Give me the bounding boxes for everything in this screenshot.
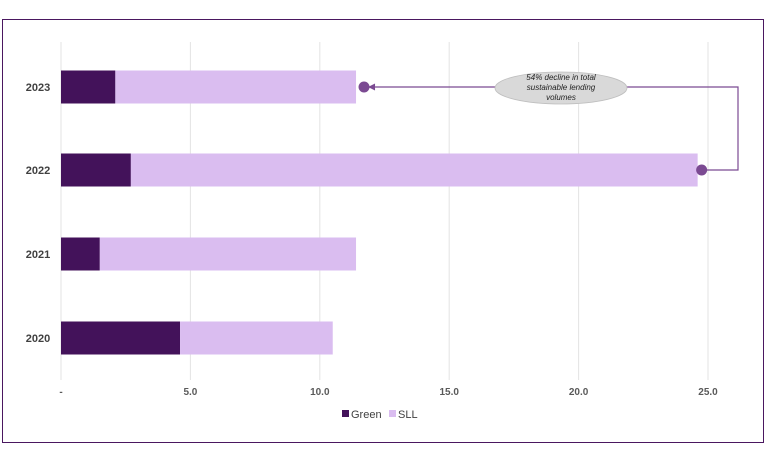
x-axis-ticks: - 5.0 10.0 15.0 20.0 25.0 (59, 387, 718, 398)
bar-sll-2020 (180, 321, 333, 355)
bar-sll-2023 (115, 70, 357, 104)
bar-sll-2022 (130, 153, 698, 187)
bars (61, 70, 698, 355)
legend-swatch-sll (389, 410, 396, 417)
annotation-text: sustainable lending (527, 83, 596, 92)
annotation-marker-start (696, 164, 708, 176)
annotation-text: volumes (546, 93, 576, 102)
x-tick-label: 10.0 (310, 387, 330, 398)
legend-label-green: Green (351, 409, 382, 421)
annotation-text: 54% decline in total (526, 73, 596, 82)
category-label: 2023 (26, 82, 50, 94)
x-tick-label: 20.0 (569, 387, 589, 398)
category-label: 2021 (26, 249, 50, 261)
annotation-arrowhead (368, 83, 376, 91)
x-tick-label: - (59, 387, 62, 398)
legend-label-sll: SLL (398, 409, 418, 421)
bar-green-2021 (61, 237, 100, 271)
category-label: 2020 (26, 333, 50, 345)
annotation-marker-end (358, 81, 370, 93)
bar-green-2023 (61, 70, 116, 104)
bar-green-2022 (61, 153, 131, 187)
x-tick-label: 25.0 (698, 387, 718, 398)
x-tick-label: 5.0 (183, 387, 197, 398)
category-label: 2022 (26, 165, 50, 177)
annotation-bubble (494, 71, 628, 105)
bar-sll-2021 (99, 237, 357, 271)
legend-swatch-green (342, 410, 349, 417)
legend: Green SLL (342, 409, 418, 421)
x-tick-label: 15.0 (439, 387, 459, 398)
bar-green-2020 (61, 321, 181, 355)
category-labels: 2023 2022 2021 2020 (26, 82, 50, 345)
